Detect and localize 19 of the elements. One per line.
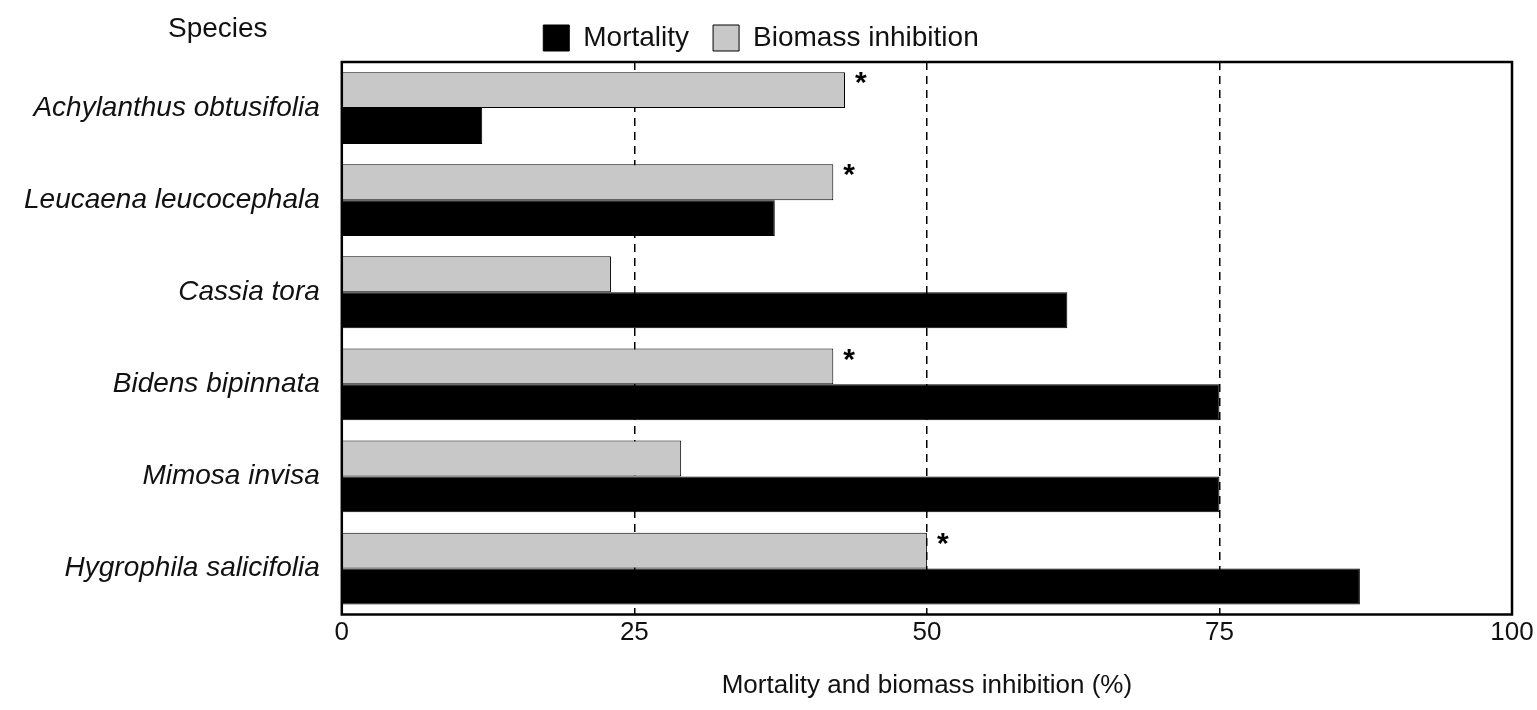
legend-label: Biomass inhibition	[753, 20, 979, 52]
annotation: *	[843, 157, 856, 191]
y-tick-label: Cassia tora	[178, 275, 320, 307]
y-tick-label: Bidens bipinnata	[112, 367, 320, 399]
annotation: *	[854, 65, 867, 99]
x-tick-label: 25	[619, 616, 649, 647]
x-axis-title: Mortality and biomass inhibition (%)	[721, 668, 1133, 699]
y-tick-label: Leucaena leucocephala	[23, 182, 320, 214]
y-tick-label: Achylanthus obtusifolia	[31, 90, 320, 122]
y-tick-label: Hygrophila salicifolia	[64, 551, 320, 583]
x-tick-label: 50	[912, 616, 942, 647]
annotation: *	[936, 525, 949, 559]
x-tick-label: 0	[334, 616, 350, 647]
x-tick-label: 75	[1204, 616, 1234, 647]
x-tick-label: 100	[1490, 616, 1534, 647]
y-axis-title: Species	[168, 12, 268, 44]
annotation: *	[843, 341, 856, 375]
legend-label: Mortality	[583, 20, 690, 52]
y-tick-label: Mimosa invisa	[142, 459, 320, 491]
